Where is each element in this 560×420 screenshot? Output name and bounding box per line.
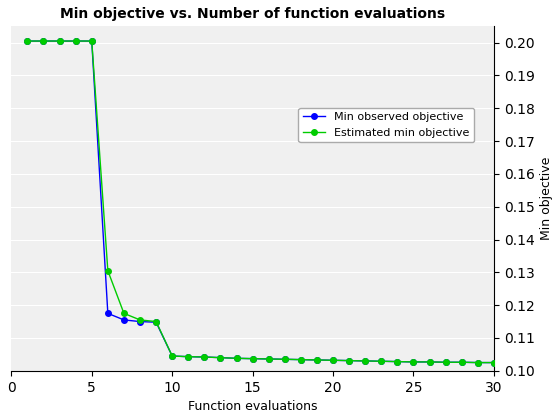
Min observed objective — [88, 39, 95, 44]
Estimated min objective — [459, 360, 465, 365]
Min observed objective — [491, 360, 497, 365]
Estimated min objective — [88, 39, 95, 44]
Estimated min objective — [442, 360, 449, 365]
Min observed objective — [137, 319, 143, 324]
Estimated min objective — [24, 39, 31, 44]
Estimated min objective — [72, 39, 79, 44]
Estimated min objective — [249, 356, 256, 361]
Min observed objective — [217, 355, 224, 360]
Estimated min objective — [362, 358, 368, 363]
Min observed objective — [330, 358, 337, 363]
Estimated min objective — [491, 360, 497, 365]
Estimated min objective — [410, 360, 417, 365]
Estimated min objective — [233, 356, 240, 361]
Estimated min objective — [120, 311, 127, 316]
Legend: Min observed objective, Estimated min objective: Min observed objective, Estimated min ob… — [298, 108, 474, 142]
Min observed objective — [185, 354, 192, 359]
Estimated min objective — [426, 360, 433, 365]
Line: Estimated min objective: Estimated min objective — [25, 38, 497, 365]
Estimated min objective — [105, 268, 111, 273]
Min observed objective — [153, 320, 160, 325]
Estimated min objective — [40, 39, 47, 44]
Estimated min objective — [201, 354, 208, 360]
Min observed objective — [105, 311, 111, 316]
Estimated min objective — [330, 358, 337, 363]
Min observed objective — [297, 357, 304, 362]
Estimated min objective — [474, 360, 481, 365]
Min observed objective — [378, 359, 385, 364]
Estimated min objective — [56, 39, 63, 44]
Line: Min observed objective: Min observed objective — [25, 38, 497, 365]
Min observed objective — [474, 360, 481, 365]
Estimated min objective — [378, 359, 385, 364]
Min observed objective — [282, 357, 288, 362]
Min observed objective — [459, 360, 465, 365]
Min observed objective — [56, 39, 63, 44]
Min observed objective — [72, 39, 79, 44]
Estimated min objective — [153, 319, 160, 324]
Min observed objective — [169, 354, 175, 359]
Min observed objective — [40, 39, 47, 44]
X-axis label: Function evaluations: Function evaluations — [188, 400, 318, 413]
Min observed objective — [24, 39, 31, 44]
Min observed objective — [410, 360, 417, 365]
Estimated min objective — [265, 357, 272, 362]
Min observed objective — [394, 359, 401, 364]
Min observed objective — [314, 357, 320, 362]
Estimated min objective — [346, 358, 352, 363]
Min observed objective — [120, 318, 127, 323]
Estimated min objective — [217, 355, 224, 360]
Min observed objective — [346, 358, 352, 363]
Min observed objective — [201, 354, 208, 360]
Min observed objective — [249, 356, 256, 361]
Estimated min objective — [297, 357, 304, 362]
Estimated min objective — [394, 359, 401, 364]
Min observed objective — [442, 360, 449, 365]
Min observed objective — [265, 357, 272, 362]
Estimated min objective — [282, 357, 288, 362]
Estimated min objective — [169, 354, 175, 359]
Min observed objective — [362, 358, 368, 363]
Min observed objective — [426, 360, 433, 365]
Min observed objective — [233, 356, 240, 361]
Title: Min objective vs. Number of function evaluations: Min objective vs. Number of function eva… — [60, 7, 445, 21]
Estimated min objective — [137, 318, 143, 323]
Estimated min objective — [314, 357, 320, 362]
Estimated min objective — [185, 354, 192, 359]
Y-axis label: Min objective: Min objective — [540, 157, 553, 240]
